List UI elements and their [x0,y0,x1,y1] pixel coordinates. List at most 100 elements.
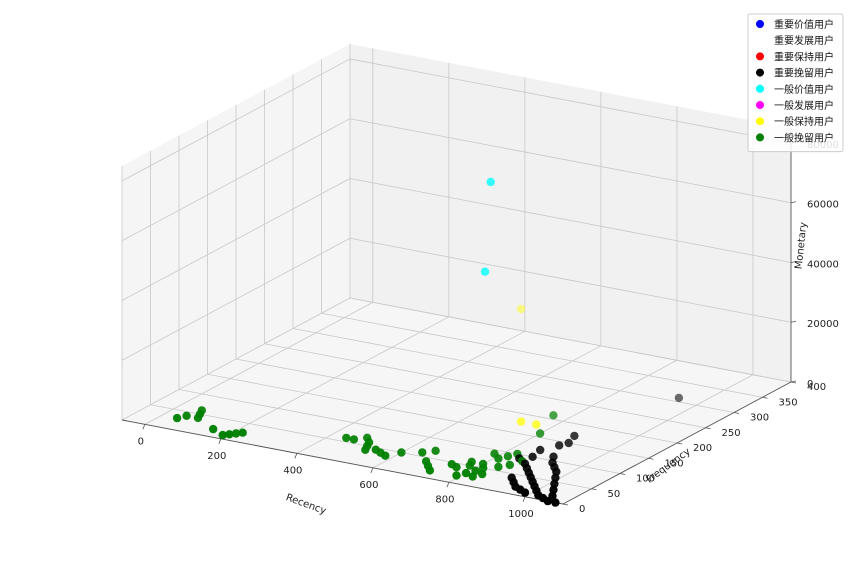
x-tick-label: 800 [435,494,454,505]
z-grid-side [121,237,351,361]
z-tick-label: 0 [807,379,813,390]
scatter-point-series-7 [461,468,471,478]
y-tick-mark [591,488,597,491]
z-tick-mark [790,380,797,383]
scatter-point-series-7 [172,413,182,423]
x-tick-label: 1000 [508,509,533,520]
legend-label: 重要保持用户 [774,50,834,63]
legend-frame [747,13,844,153]
z-grid-side [121,178,351,301]
z-grid-back [349,58,792,144]
z-tick-label: 20000 [807,319,839,330]
y-grid-floor [178,389,621,474]
z-grid-back [349,237,792,323]
scatter-point-series-7 [549,411,558,420]
x-tick-label: 0 [138,436,144,447]
scatter-point-series-7 [193,413,203,423]
legend-label: 一般挽留用户 [774,131,834,144]
scatter-point-series-7 [349,435,359,444]
scatter-point-series-3 [570,431,579,441]
scatter-point-series-4 [486,177,495,187]
y-tick-mark [733,412,740,414]
legend-label: 一般价值用户 [774,83,834,96]
legend-label: 重要发展用户 [774,34,834,47]
y-tick-mark [619,473,626,475]
legend-marker [756,101,764,109]
scatter-point-series-7 [397,448,406,457]
scatter-point-series-7 [452,463,461,472]
scatter-point-series-7 [425,466,435,475]
y-tick-mark [562,503,569,506]
z-grid-side [121,297,351,421]
scatter-point-series-7 [381,451,390,460]
legend-label: 一般保持用户 [774,115,834,128]
x-tick-label: 400 [283,465,302,476]
scatter-point-series-3 [520,488,530,497]
y-grid-floor [264,343,706,429]
x-tick-mark [370,467,374,473]
x-tick-label: 200 [207,451,226,462]
y-tick-label: 100 [636,474,655,485]
legend-marker [756,20,764,28]
scatter-point-series-3 [536,445,545,455]
z-tick-mark [790,261,797,263]
y-tick-label: 200 [693,443,712,454]
z-grid-back [349,178,792,263]
scatter-point-series-6 [516,417,526,426]
z-tick-mark [790,201,797,204]
scatter-point-series-7 [225,430,234,439]
scatter-point-series-7 [494,454,503,463]
x-tick-mark [218,438,222,444]
z-grid-side [121,118,351,242]
scatter-point-series-3 [543,496,552,506]
scatter-point-series-7 [494,462,503,472]
scatter-point-series-7 [431,446,440,455]
scatter-point-series-7 [535,429,545,438]
y-grid-floor [207,373,649,459]
scatter-point-series-6 [516,304,526,314]
scatter-point-series-7 [503,452,513,461]
z-tick-mark [790,320,797,323]
y-grid-floor [321,312,763,398]
x-axis-line [121,419,564,505]
scatter-point-series-3 [555,441,564,450]
z-tick-label: 40000 [807,259,839,270]
y-grid-floor [235,358,678,444]
scatter-point-series-6 [532,420,541,429]
y-tick-label: 400 [807,382,826,393]
scatter-point-series-3 [528,452,537,461]
y-tick-labels: 0 50 100 150 200 250 300 350 400 [562,381,826,515]
z-grid-back [349,118,792,204]
z-axis-label: Monetary [794,222,810,270]
scatter-point-series-7 [478,469,487,479]
y-tick-label: 0 [579,504,585,515]
y-grid-floor [292,328,735,413]
scatter-point-series-7 [182,411,191,420]
scatter-point-series-7 [468,472,477,481]
scatter-point-series-7 [465,461,474,470]
x-tick-mark [522,496,526,502]
legend-label: 重要挽留用户 [774,67,834,80]
scatter-point-series-7 [418,448,427,457]
y-tick-mark [762,396,768,399]
legend-marker [756,52,764,61]
scatter-point-series-7 [342,433,351,443]
legend-marker [756,84,764,93]
x-tick-labels: 0 200 400 600 800 1000 [138,424,534,520]
scatter-point-series-7 [231,429,241,438]
x-tick-label: 600 [359,480,378,491]
scatter-point-series-7 [452,471,461,480]
scatter-point-series-7 [505,460,514,470]
scatter-point-series-7 [209,424,218,434]
legend-marker [756,133,764,142]
y-tick-label: 250 [722,428,741,439]
scatter-point-series-3 [564,438,573,448]
y-tick-mark [648,457,654,460]
scatter-point-series-7 [238,428,247,437]
x-tick-mark [294,453,298,459]
x-tick-mark [142,424,146,430]
z-grid-side [121,58,351,182]
scatter-point-series-7 [218,430,227,440]
y-tick-mark [705,427,711,430]
